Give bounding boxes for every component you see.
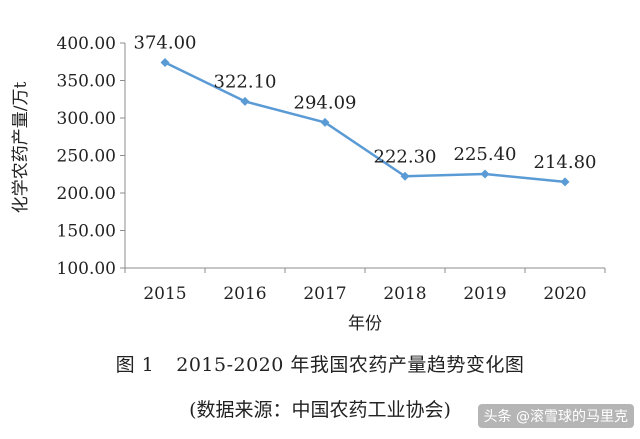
watermark: 头条 @滚雪球的马里克 xyxy=(477,404,634,428)
y-axis-ticks: 100.00 150.00 200.00 250.00 300.00 350.00 400.… xyxy=(57,34,125,279)
y-tick-label: 400.00 xyxy=(57,34,116,54)
data-point-marker xyxy=(480,169,490,179)
data-label: 222.30 xyxy=(374,146,437,167)
y-tick-label: 100.00 xyxy=(57,259,116,279)
figure-caption: 图 1 2015-2020 年我国农药产量趋势变化图 xyxy=(0,350,640,377)
x-tick-label: 2018 xyxy=(383,284,426,304)
y-tick-label: 350.00 xyxy=(57,72,116,92)
x-axis-title: 年份 xyxy=(348,314,382,334)
x-tick-label: 2016 xyxy=(223,284,266,304)
y-tick-label: 300.00 xyxy=(57,109,116,129)
data-point-marker xyxy=(560,177,570,187)
data-label: 214.80 xyxy=(534,152,597,173)
data-point-marker xyxy=(160,58,170,67)
data-label: 225.40 xyxy=(454,144,517,165)
figure-number: 图 1 xyxy=(115,354,155,376)
figure-caption-text: 2015-2020 年我国农药产量趋势变化图 xyxy=(176,354,525,376)
y-axis-title: 化学农药产量/万t xyxy=(11,82,31,214)
data-labels: 374.00 322.10 294.09 222.30 225.40 214.80 xyxy=(134,33,597,173)
data-label: 294.09 xyxy=(294,92,357,113)
x-tick-label: 2019 xyxy=(463,284,506,304)
y-tick-label: 200.00 xyxy=(57,184,116,204)
series-line xyxy=(164,61,566,184)
data-point-marker xyxy=(240,96,250,106)
data-label: 322.10 xyxy=(214,71,277,92)
y-tick-label: 150.00 xyxy=(57,222,116,242)
source-note: (数据来源：中国农药工业协会) xyxy=(189,399,451,421)
data-label: 374.00 xyxy=(134,33,197,54)
series-layer xyxy=(160,58,570,187)
x-tick-label: 2020 xyxy=(543,284,586,304)
data-point-marker xyxy=(320,117,330,127)
data-point-marker xyxy=(400,171,410,181)
y-tick-label: 250.00 xyxy=(57,147,116,167)
x-tick-label: 2017 xyxy=(303,284,346,304)
line-chart: 100.00 150.00 200.00 250.00 300.00 350.00 400.… xyxy=(11,33,606,334)
x-tick-label: 2015 xyxy=(143,284,186,304)
x-axis-ticks: 2015 2016 2017 2018 2019 2020 xyxy=(124,268,606,304)
